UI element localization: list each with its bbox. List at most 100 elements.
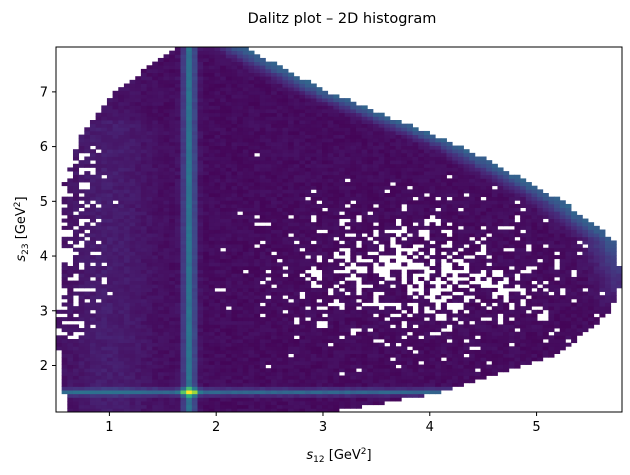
heatmap-cell (503, 240, 510, 245)
heatmap-cell (271, 266, 278, 271)
heatmap-cell (146, 218, 153, 223)
heatmap-cell (174, 371, 181, 376)
heatmap-cell (89, 218, 97, 223)
heatmap-cell (469, 229, 476, 234)
heatmap-cell (378, 353, 385, 358)
heatmap-cell (61, 295, 68, 300)
heatmap-cell (537, 273, 544, 278)
heatmap-cell (299, 207, 306, 212)
heatmap-cell (174, 375, 181, 380)
heatmap-cell (389, 339, 396, 344)
heatmap-cell (605, 284, 612, 289)
heatmap-cell (452, 222, 459, 227)
heatmap-cell (367, 390, 374, 395)
heatmap-cell (169, 211, 176, 216)
heatmap-cell (123, 328, 130, 333)
heatmap-cell (401, 291, 408, 296)
heatmap-cell (72, 309, 80, 314)
heatmap-cell (406, 203, 413, 208)
heatmap-cell (259, 287, 266, 292)
heatmap-cell (254, 255, 261, 260)
heatmap-cell (350, 251, 357, 256)
heatmap-cell (384, 339, 391, 344)
heatmap-cell (237, 193, 244, 198)
heatmap-cell (135, 229, 142, 234)
heatmap-cell (469, 196, 476, 201)
heatmap-cell (101, 225, 108, 230)
heatmap-cell (480, 320, 487, 325)
heatmap-cell (310, 353, 317, 358)
heatmap-cell (469, 211, 476, 216)
heatmap-cell (135, 203, 142, 208)
heatmap-cell (271, 397, 278, 402)
heatmap-cell (452, 382, 459, 387)
heatmap-cell (225, 280, 232, 285)
heatmap-cell (316, 218, 323, 223)
heatmap-cell (140, 360, 147, 365)
heatmap-cell (157, 211, 164, 216)
heatmap-cell (412, 185, 419, 190)
heatmap-cell (203, 331, 210, 336)
heatmap-cell (135, 266, 142, 271)
heatmap-cell (67, 360, 74, 365)
heatmap-cell (355, 182, 363, 187)
heatmap-cell (305, 346, 312, 351)
heatmap-cell (440, 291, 447, 296)
heatmap-cell (203, 214, 210, 219)
heatmap-cell (605, 244, 612, 249)
heatmap-cell (333, 401, 340, 406)
heatmap-cell (429, 306, 436, 311)
heatmap-cell (389, 185, 396, 190)
heatmap-cell (146, 390, 153, 395)
heatmap-cell (355, 251, 363, 256)
heatmap-cell (480, 218, 487, 223)
heatmap-cell (327, 269, 334, 274)
heatmap-cell (101, 211, 108, 216)
heatmap-cell (469, 339, 476, 344)
heatmap-cell (220, 211, 227, 216)
heatmap-cell (548, 196, 555, 201)
heatmap-cell (101, 306, 108, 311)
heatmap-cell (588, 320, 595, 325)
heatmap-cell (276, 196, 283, 201)
heatmap-cell (372, 244, 380, 249)
heatmap-cell (186, 182, 193, 187)
heatmap-cell (559, 244, 566, 249)
heatmap-cell (101, 233, 108, 238)
heatmap-cell (480, 357, 487, 362)
heatmap-cell (593, 273, 600, 278)
heatmap-cell (169, 284, 176, 289)
heatmap-cell (259, 182, 266, 187)
heatmap-cell (327, 317, 334, 322)
heatmap-cell (582, 225, 589, 230)
heatmap-cell (554, 229, 561, 234)
heatmap-cell (169, 276, 176, 281)
heatmap-cell (118, 313, 125, 318)
heatmap-cell (520, 225, 527, 230)
heatmap-cell (486, 346, 493, 351)
heatmap-cell (412, 200, 419, 205)
heatmap-cell (95, 379, 102, 384)
heatmap-cell (333, 328, 340, 333)
heatmap-cell (520, 320, 527, 325)
heatmap-cell (163, 287, 170, 292)
heatmap-cell (435, 357, 442, 362)
heatmap-cell (89, 346, 97, 351)
heatmap-cell (339, 404, 346, 409)
heatmap-cell (282, 328, 289, 333)
heatmap-cell (531, 240, 538, 245)
heatmap-cell (452, 207, 459, 212)
heatmap-cell (571, 214, 578, 219)
heatmap-cell (203, 229, 210, 234)
heatmap-cell (372, 346, 380, 351)
heatmap-cell (293, 258, 300, 263)
heatmap-cell (406, 222, 413, 227)
heatmap-cell (350, 214, 357, 219)
heatmap-cell (276, 375, 283, 380)
heatmap-cell (78, 273, 85, 278)
heatmap-cell (384, 357, 391, 362)
heatmap-cell (220, 185, 227, 190)
heatmap-cell (84, 368, 91, 373)
heatmap-cell (299, 375, 306, 380)
heatmap-cell (491, 244, 498, 249)
